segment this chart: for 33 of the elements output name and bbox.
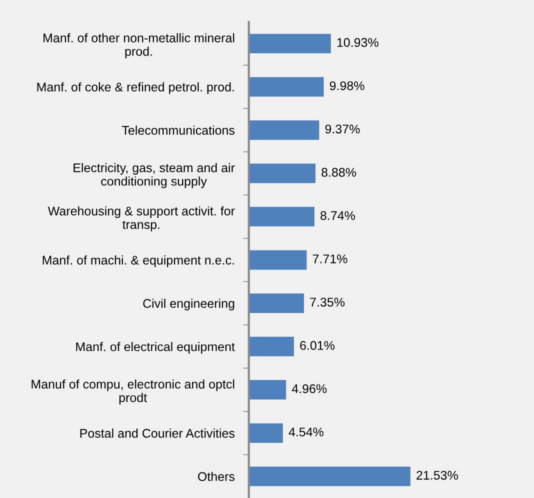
y-tick-label: Manf. of machi. & equipment n.e.c.	[42, 255, 234, 268]
data-label: 8.88%	[322, 168, 356, 177]
data-label: 9.98%	[330, 81, 364, 90]
bar	[248, 164, 316, 184]
y-tick-label: Electricity, gas, steam and air conditioning supply	[74, 163, 235, 188]
bar	[248, 250, 307, 270]
data-label: 8.74%	[320, 211, 355, 220]
bar	[248, 466, 410, 486]
data-label: 4.96%	[292, 384, 327, 394]
y-tick-label: Manf. of coke & refined petrol. prod.	[37, 82, 234, 94]
data-label: 21.53%	[416, 470, 458, 480]
y-tick-label: Telecommunications	[122, 126, 235, 135]
data-label: 10.93%	[337, 38, 378, 47]
data-label: 4.54%	[288, 428, 324, 436]
y-tick-label: Warehousing & support activit. for transp.	[48, 206, 235, 232]
data-label: 7.35%	[310, 298, 345, 307]
bar	[248, 77, 324, 97]
y-tick-label: Manf. of electrical equipment	[76, 342, 235, 354]
bar	[248, 423, 283, 443]
y-tick-label: Others	[198, 472, 235, 482]
data-label: 7.71%	[312, 254, 348, 264]
y-tick-label: Manf. of other non-metallic mineral prod.	[44, 33, 234, 58]
bar	[248, 120, 320, 140]
y-tick-label: Manuf of compu, electronic and optcl prodt	[32, 379, 234, 405]
bar	[248, 336, 294, 356]
bar	[248, 380, 286, 400]
data-label: 6.01%	[300, 341, 334, 350]
bar	[248, 206, 314, 226]
y-tick-label: Postal and Courier Activities	[80, 428, 235, 438]
y-tick-label: Civil engineering	[143, 298, 234, 310]
bar	[248, 34, 331, 54]
bar	[248, 294, 304, 313]
data-label: 9.37%	[325, 124, 360, 134]
